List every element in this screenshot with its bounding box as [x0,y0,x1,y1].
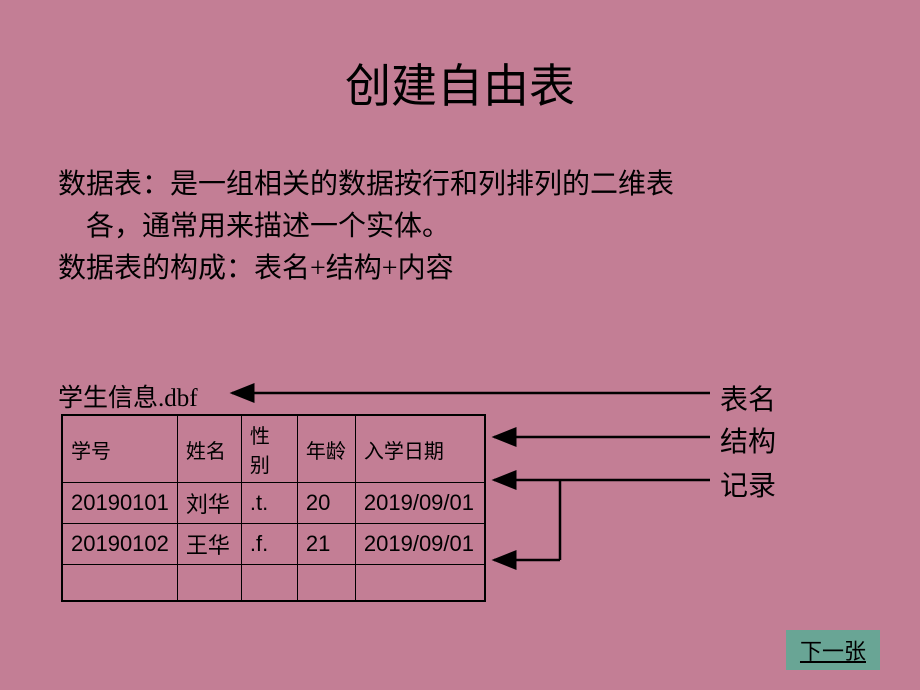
cell-empty [62,565,177,601]
annotation-structure: 结构 [720,420,776,460]
cell-id: 20190102 [62,524,177,565]
col-header-date: 入学日期 [355,415,485,483]
cell-name: 王华 [177,524,241,565]
cell-date: 2019/09/01 [355,524,485,565]
cell-date: 2019/09/01 [355,483,485,524]
cell-gender: .t. [241,483,297,524]
annotation-record: 记录 [720,464,776,504]
next-slide-button[interactable]: 下一张 [786,630,880,670]
desc-line-3: 数据表的构成：表名+结构+内容 [58,248,862,290]
cell-age: 21 [297,524,355,565]
cell-empty [355,565,485,601]
cell-empty [177,565,241,601]
cell-age: 20 [297,483,355,524]
cell-empty [297,565,355,601]
table-row-empty [62,565,485,601]
col-header-name: 姓名 [177,415,241,483]
col-header-gender: 性别 [241,415,297,483]
desc-line-1: 数据表：是一组相关的数据按行和列排列的二维表 [58,164,862,206]
cell-empty [241,565,297,601]
col-header-age: 年龄 [297,415,355,483]
filename-label: 学生信息.dbf [58,378,198,414]
student-data-table: 学号 姓名 性别 年龄 入学日期 20190101 刘华 .t. 20 2019… [61,414,486,602]
table-header-row: 学号 姓名 性别 年龄 入学日期 [62,415,485,483]
table-row: 20190102 王华 .f. 21 2019/09/01 [62,524,485,565]
cell-id: 20190101 [62,483,177,524]
col-header-id: 学号 [62,415,177,483]
table-row: 20190101 刘华 .t. 20 2019/09/01 [62,483,485,524]
cell-name: 刘华 [177,483,241,524]
desc-line-2: 各，通常用来描述一个实体。 [58,206,862,248]
cell-gender: .f. [241,524,297,565]
annotation-tablename: 表名 [720,378,776,418]
slide-title: 创建自由表 [0,0,920,116]
description-block: 数据表：是一组相关的数据按行和列排列的二维表 各，通常用来描述一个实体。 数据表… [58,164,862,290]
